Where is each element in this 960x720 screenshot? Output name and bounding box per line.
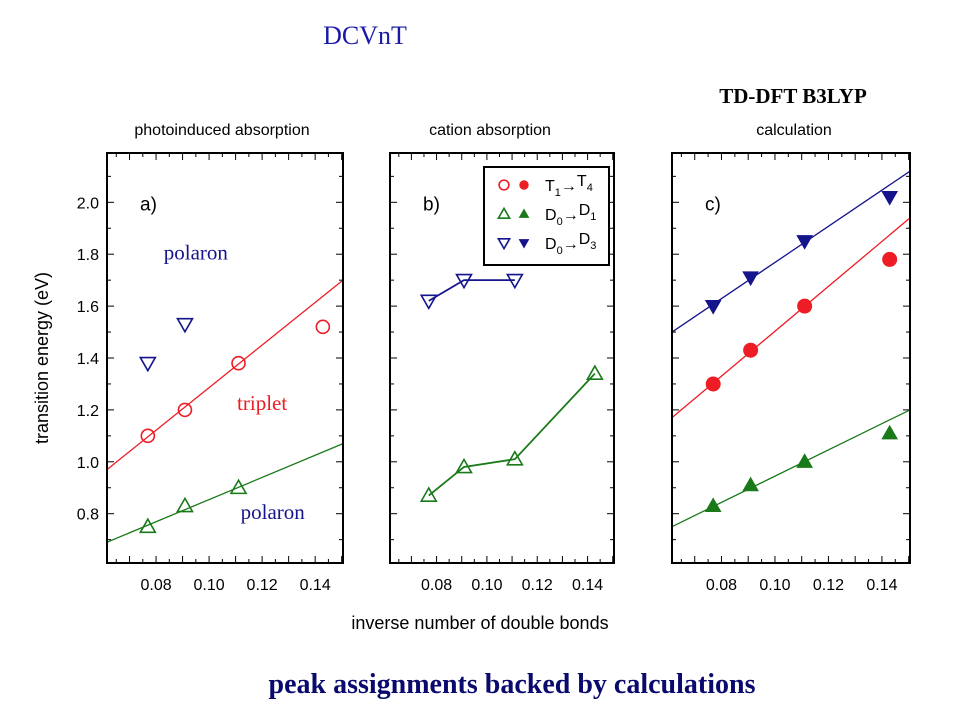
legend-label-part: D	[545, 236, 557, 253]
data-point	[704, 497, 722, 513]
y-tick-label: 1.4	[77, 351, 99, 368]
panels: photoinduced absorption a) 0.08 0.10 0.12 0.1…	[77, 122, 911, 594]
footer-caption: peak assignments backed by calculations	[269, 669, 756, 700]
calc-title: TD-DFT B3LYP	[719, 84, 867, 108]
panel-title: cation absorption	[429, 122, 551, 139]
data-point	[505, 273, 524, 290]
figure-title: DCVnT	[323, 21, 407, 50]
data-point	[177, 402, 193, 418]
data-point	[743, 342, 759, 358]
data-point	[881, 424, 899, 440]
plot-frame	[671, 152, 911, 564]
data-point	[881, 190, 899, 206]
fit-line	[106, 443, 344, 543]
panel-a: photoinduced absorption a) 0.08 0.10 0.12 0.1…	[77, 122, 344, 594]
series-line	[428, 279, 515, 302]
data-point	[455, 273, 473, 290]
plot-frame	[106, 152, 344, 564]
data-point	[419, 294, 438, 311]
data-point	[796, 453, 813, 468]
data-point	[419, 486, 438, 502]
x-tick-label: 0.14	[300, 577, 331, 594]
panel-c: calculation c) 0.08 0.10 0.12 0.14	[671, 122, 911, 594]
panel-label: a)	[140, 194, 157, 215]
y-tick-label: 1.8	[77, 247, 99, 264]
data-point	[742, 476, 759, 492]
legend-label-part: 1	[555, 187, 561, 199]
y-tick-label: 2.0	[77, 195, 99, 212]
data-point	[176, 496, 194, 513]
x-axis-label: inverse number of double bonds	[351, 613, 608, 633]
y-tick-label: 1.2	[77, 403, 99, 420]
legend-label: D0→D3	[545, 231, 596, 257]
annotation-label: triplet	[237, 391, 287, 415]
x-tick-label: 0.12	[522, 577, 553, 594]
data-point	[882, 251, 898, 267]
legend-label-part: D	[579, 202, 591, 219]
legend-marker-open	[498, 179, 510, 191]
data-point	[585, 364, 604, 380]
y-axis-label: transition energy (eV)	[32, 272, 52, 444]
data-point	[705, 376, 721, 392]
legend-label-part: 4	[587, 182, 593, 194]
data-point	[455, 457, 473, 474]
y-tick-label: 1.6	[77, 299, 99, 316]
data-point	[505, 450, 524, 466]
annotation-label: polaron	[241, 500, 306, 524]
legend-marker-open	[496, 237, 512, 251]
panel-title: calculation	[756, 122, 832, 139]
legend-label-part: 0	[557, 216, 563, 228]
x-tick-label: 0.10	[759, 577, 790, 594]
legend-marker-open	[496, 206, 512, 220]
legend-label-part: T	[545, 178, 555, 195]
legend-label-part: 1	[590, 211, 596, 223]
data-point	[229, 478, 248, 495]
data-point	[742, 271, 759, 287]
panel-label: c)	[705, 194, 721, 215]
legend-marker-filled	[518, 239, 530, 249]
x-tick-label: 0.12	[813, 577, 844, 594]
legend-label-part: D	[545, 207, 557, 224]
legend-label: D0→D1	[545, 202, 596, 228]
legend-label-part: T	[577, 173, 587, 190]
panel-title: photoinduced absorption	[134, 122, 309, 139]
x-tick-label: 0.12	[247, 577, 278, 594]
data-point	[138, 356, 157, 373]
data-point	[315, 319, 331, 335]
x-tick-label: 0.10	[194, 577, 225, 594]
legend-label: T1→T4	[545, 173, 593, 199]
data-point	[231, 355, 246, 371]
plot-frame	[389, 152, 615, 564]
x-tick-label: 0.10	[471, 577, 502, 594]
legend-label-part: →	[561, 178, 577, 195]
legend-label-part: D	[579, 231, 591, 248]
legend-label-part: 0	[557, 245, 563, 257]
data-point	[176, 317, 194, 334]
data-point	[140, 428, 156, 444]
x-tick-label: 0.08	[706, 577, 737, 594]
legend-marker-filled	[519, 180, 529, 190]
x-tick-label: 0.14	[866, 577, 897, 594]
fit-line	[106, 279, 344, 471]
annotation-label: polaron	[164, 240, 229, 264]
y-tick-label: 0.8	[77, 507, 99, 524]
legend-marker-filled	[518, 208, 530, 218]
legend-label-part: →	[563, 236, 579, 253]
panel-label: b)	[423, 194, 440, 215]
data-point	[797, 298, 813, 314]
x-tick-label: 0.08	[421, 577, 452, 594]
legend-label-part: 3	[590, 240, 596, 252]
legend-label-part: →	[563, 207, 579, 224]
data-point	[138, 517, 157, 534]
x-tick-label: 0.08	[140, 577, 171, 594]
data-point	[704, 299, 722, 315]
series-line	[428, 372, 596, 497]
data-point	[796, 235, 813, 250]
x-tick-label: 0.14	[572, 577, 603, 594]
y-tick-label: 1.0	[77, 455, 99, 472]
